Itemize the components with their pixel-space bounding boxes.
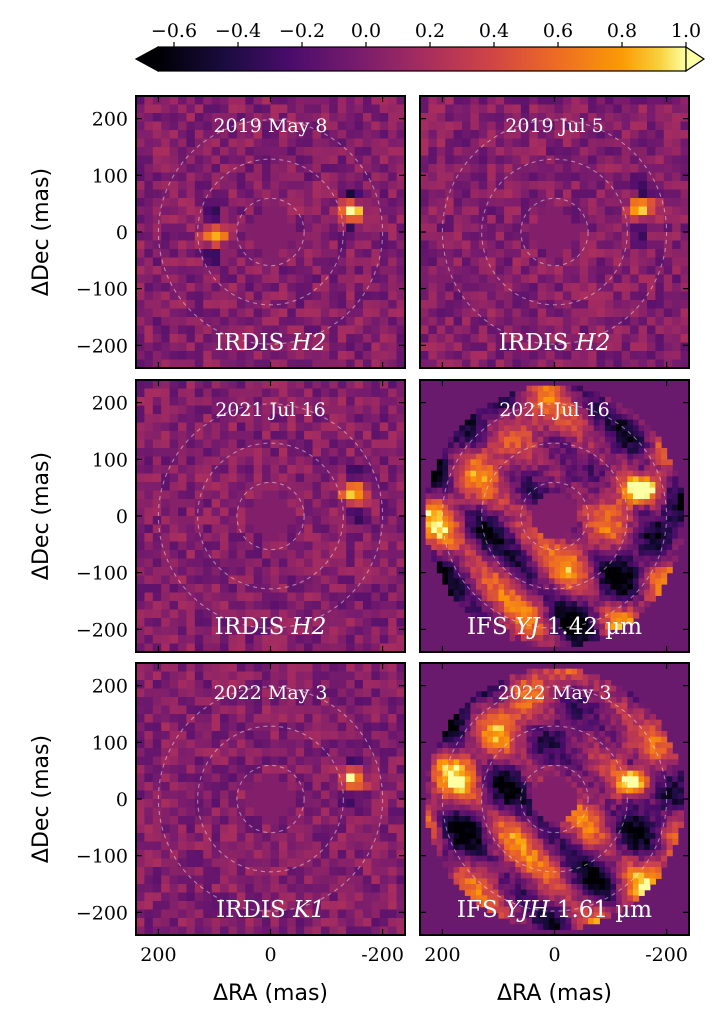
x-axis-label: ΔRA (mas): [213, 981, 328, 1006]
panel-instrument: IRDIS H2: [499, 330, 611, 356]
colorbar-tick-label: 0.6: [543, 20, 573, 42]
y-axis-label: ΔDec (mas): [29, 168, 54, 296]
separation-ring: [441, 119, 668, 345]
y-tick-label: 200: [92, 676, 128, 698]
y-tick-label: −100: [76, 279, 128, 301]
y-tick-label: −100: [76, 846, 128, 868]
image-panel: 2021 Jul 16 IRDIS H2 200 100 0 −100 −200: [76, 379, 406, 653]
separation-ring: [481, 158, 628, 306]
x-tick-label: -200: [645, 944, 688, 966]
separation-ring: [236, 481, 305, 551]
y-tick-label: 0: [116, 506, 128, 528]
colorbar-gradient: [157, 46, 687, 72]
separation-ring: [157, 119, 384, 345]
y-tick-label: 100: [92, 165, 128, 187]
colorbar-tick-label: 0.0: [351, 20, 381, 42]
x-tick-label: 200: [140, 944, 176, 966]
separation-ring: [157, 686, 384, 912]
colorbar-tick-label: 0.2: [415, 20, 445, 42]
image-panel: 2022 May 3 IRDIS K1 200 100 0 −100 −200 200 0 -20…: [76, 662, 406, 966]
separation-ring: [441, 403, 668, 629]
axes-labels: ΔDec (mas) ΔDec (mas) ΔDec (mas) ΔRA (mas) Δ…: [29, 168, 612, 1006]
separation-ring: [520, 481, 589, 551]
separation-ring: [197, 725, 344, 873]
separation-ring: [481, 725, 628, 873]
panel-instrument: IFS YJH 1.61 µm: [457, 897, 652, 923]
y-axis-label: ΔDec (mas): [29, 452, 54, 580]
x-tick-label: 0: [548, 944, 560, 966]
y-tick-label: −200: [76, 902, 128, 924]
panel-date: 2021 Jul 16: [215, 399, 326, 421]
panel-instrument: IRDIS H2: [215, 614, 327, 640]
separation-ring: [197, 158, 344, 306]
panel-instrument: IRDIS K1: [216, 897, 325, 923]
colorbar-tick-label: 0.4: [479, 20, 509, 42]
y-tick-label: 0: [116, 222, 128, 244]
separation-ring: [520, 197, 589, 267]
image-panel: 2021 Jul 16 IFS YJ 1.42 µm: [419, 379, 690, 653]
colorbar-tick-label: 0.8: [607, 20, 637, 42]
y-tick-label: 200: [92, 393, 128, 415]
panel-date: 2019 Jul 5: [505, 115, 603, 137]
separation-ring: [197, 442, 344, 590]
panel-date: 2022 May 3: [213, 682, 327, 704]
y-tick-label: 100: [92, 449, 128, 471]
image-panel: 2019 Jul 5 IRDIS H2: [419, 95, 690, 369]
panel-date: 2019 May 8: [213, 115, 327, 137]
y-axis-label: ΔDec (mas): [29, 735, 54, 863]
panel-instrument: IRDIS H2: [215, 330, 327, 356]
y-tick-label: −100: [76, 563, 128, 585]
colorbar-tick-label: −0.6: [151, 20, 197, 42]
panel-date: 2022 May 3: [497, 682, 611, 704]
image-panel: 2022 May 3 IFS YJH 1.61 µm 200 0 -200: [419, 662, 690, 966]
colorbar-extend-high: [685, 45, 706, 73]
y-tick-label: 100: [92, 732, 128, 754]
colorbar: −0.6 −0.4 −0.2 0.0 0.2 0.4 0.6 0.8 1.0: [134, 20, 706, 73]
colorbar-tick-label: 1.0: [671, 20, 701, 42]
x-axis-label: ΔRA (mas): [497, 981, 612, 1006]
image-panels: 2019 May 8 IRDIS H2 200 100 0 −100 −200 2019 Ju…: [76, 95, 690, 966]
separation-ring: [481, 442, 628, 590]
separation-ring: [520, 764, 589, 834]
separation-ring: [441, 686, 668, 912]
y-tick-label: −200: [76, 335, 128, 357]
colorbar-tick-label: −0.4: [215, 20, 261, 42]
separation-ring: [157, 403, 384, 629]
separation-ring: [236, 764, 305, 834]
y-tick-label: 0: [116, 789, 128, 811]
colorbar-tick-label: −0.2: [279, 20, 325, 42]
x-tick-label: 0: [264, 944, 276, 966]
image-panel: 2019 May 8 IRDIS H2 200 100 0 −100 −200: [76, 95, 406, 369]
x-tick-label: -200: [361, 944, 404, 966]
colorbar-extend-low: [134, 45, 159, 73]
separation-ring: [236, 197, 305, 267]
y-tick-label: 200: [92, 109, 128, 131]
panel-instrument: IFS YJ 1.42 µm: [467, 614, 642, 640]
x-tick-label: 200: [424, 944, 460, 966]
y-tick-label: −200: [76, 619, 128, 641]
panel-date: 2021 Jul 16: [499, 399, 610, 421]
